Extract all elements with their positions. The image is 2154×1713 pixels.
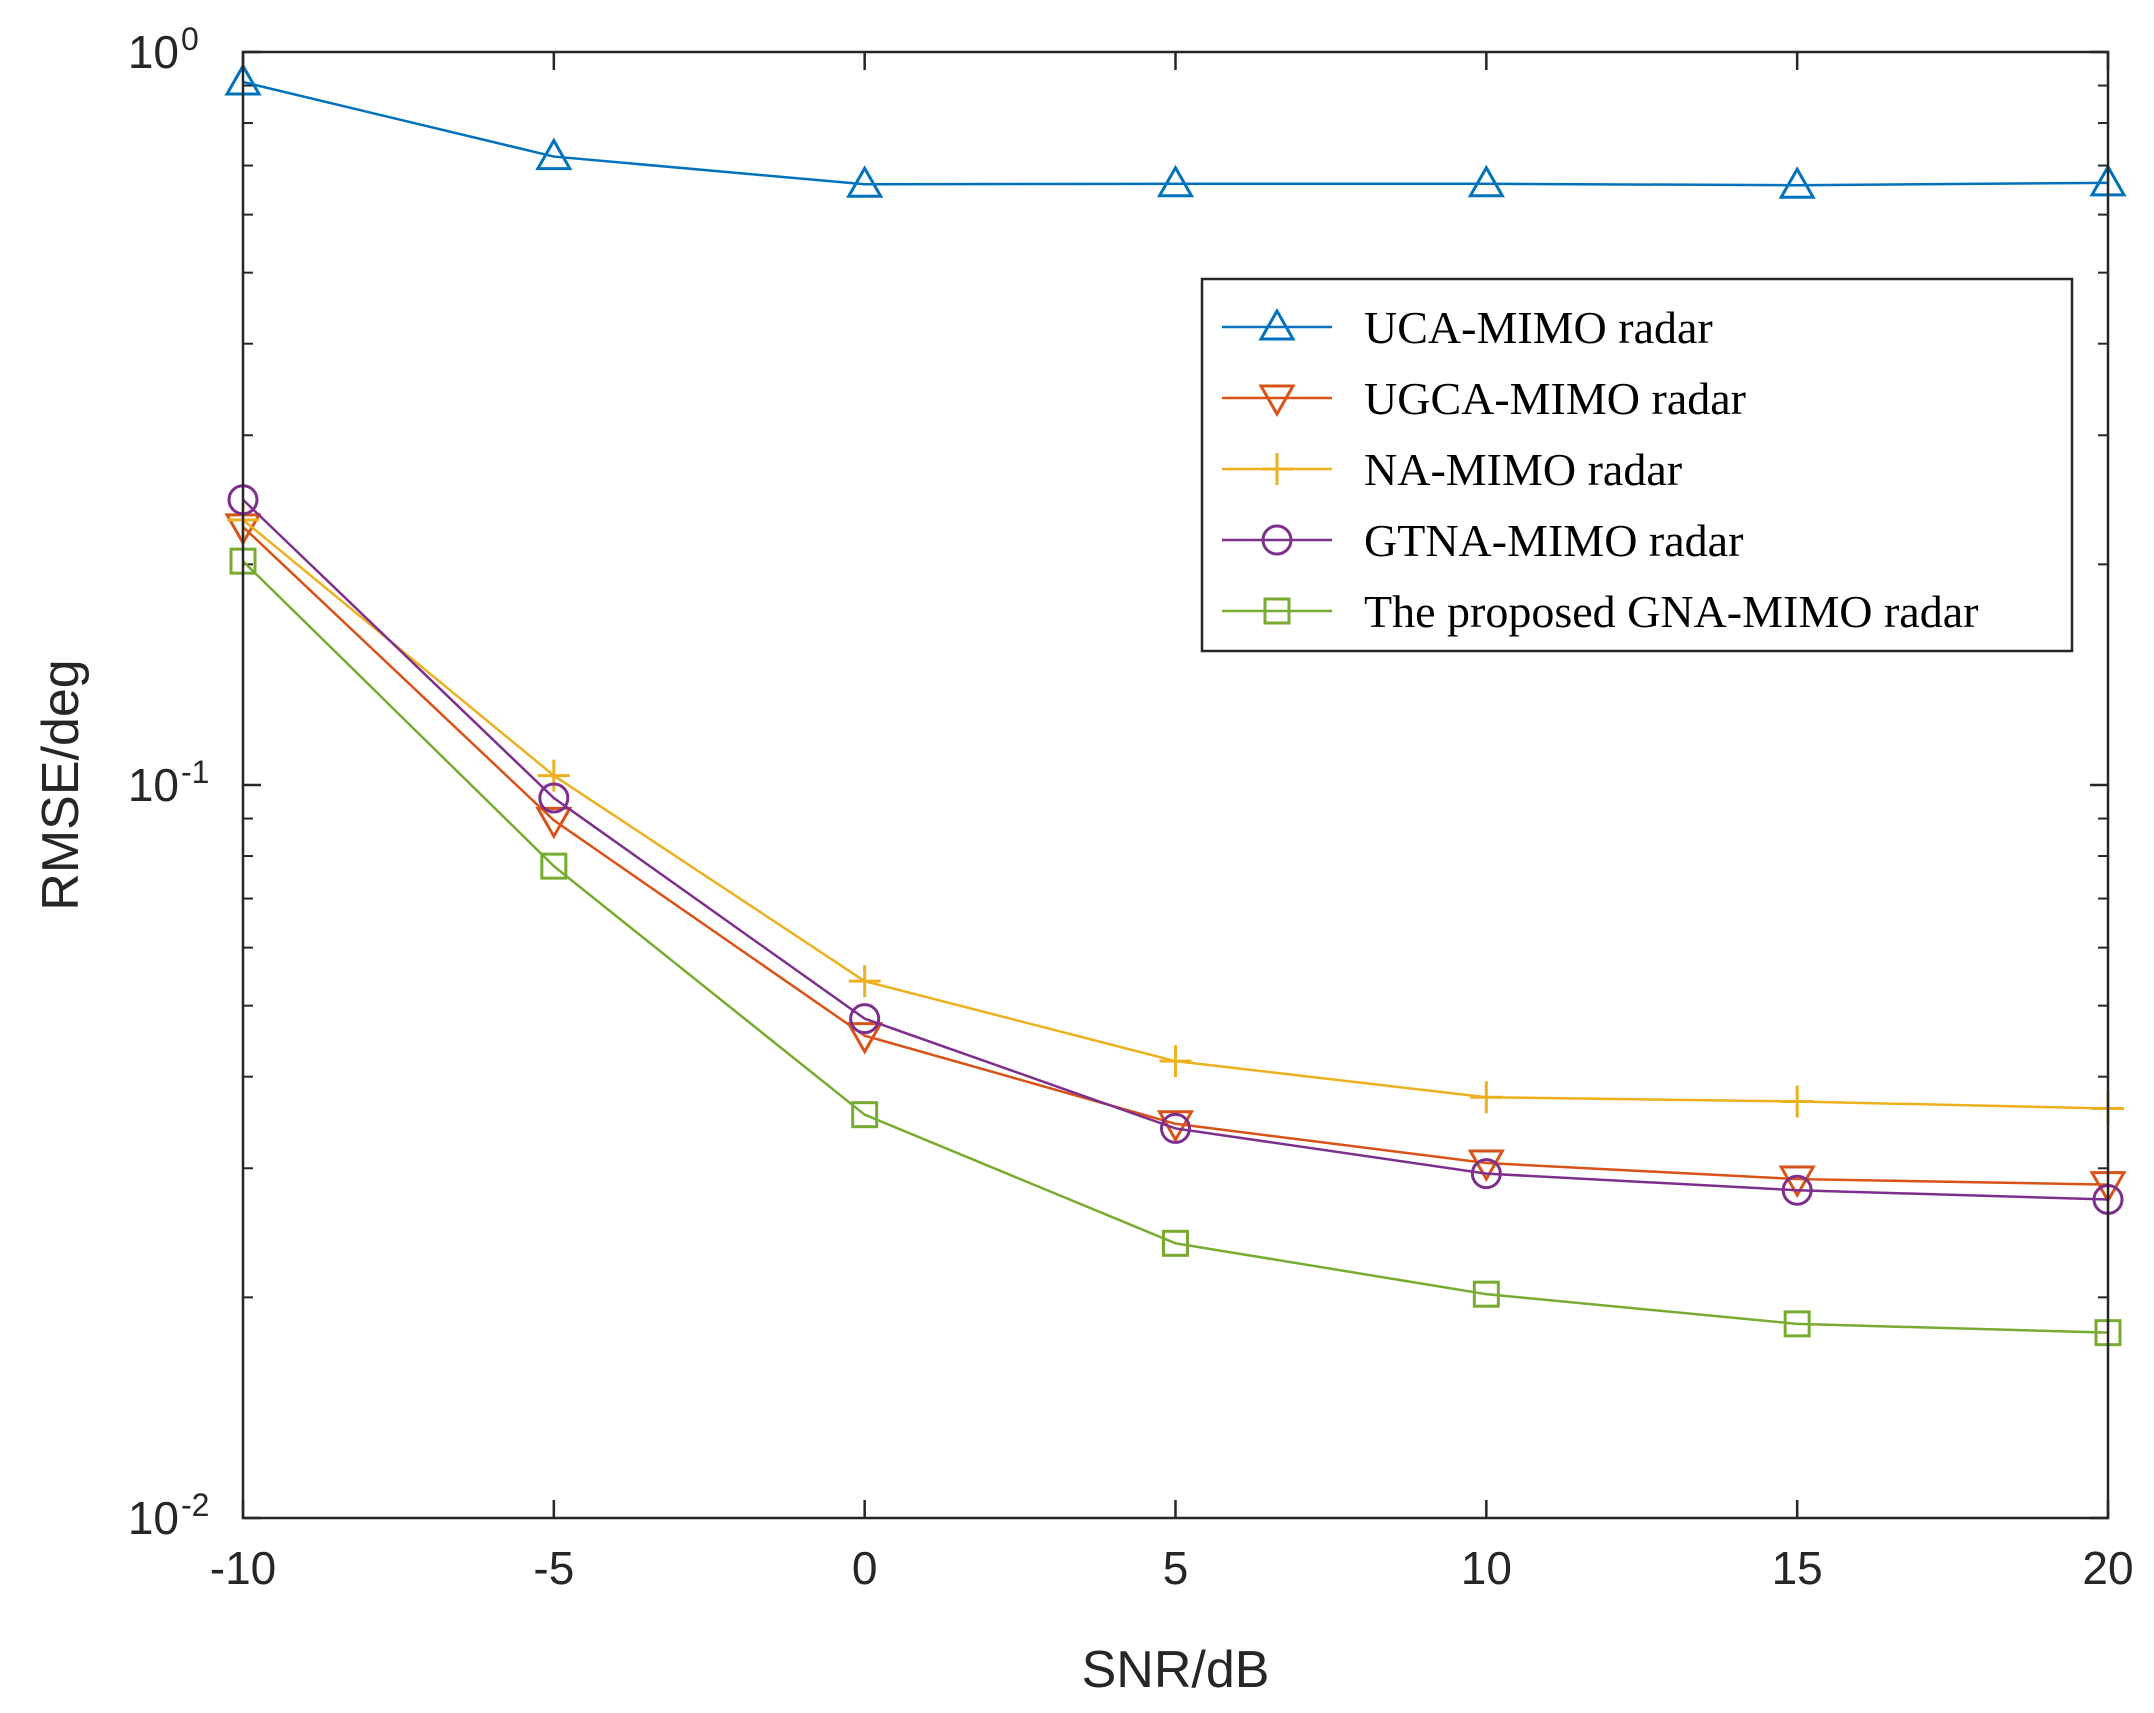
legend-marker (1258, 307, 1296, 341)
legend-item: UCA-MIMO radar (1222, 302, 1713, 353)
data-point (846, 165, 884, 198)
series-line (242, 525, 2109, 1186)
legend-marker (1263, 597, 1291, 625)
y-axis-label: RMSE/deg (32, 659, 90, 910)
x-axis-label: SNR/dB (1082, 1641, 1270, 1699)
data-point (535, 137, 573, 171)
data-point (1472, 1280, 1500, 1308)
x-axis-ticks: -10 -5 0 5 10 15 20 (210, 52, 2134, 1594)
legend-label: UCA-MIMO radar (1364, 302, 1713, 353)
legend-marker (1261, 524, 1293, 556)
series-line (242, 498, 2109, 1201)
y-tick-label: 10 (128, 1492, 179, 1544)
series-line (242, 80, 2109, 187)
data-point (846, 1022, 884, 1055)
data-point (1162, 1229, 1189, 1257)
data-point (1470, 1158, 1502, 1190)
legend-item: UGCA-MIMO radar (1222, 373, 1746, 424)
data-point (851, 1101, 879, 1129)
y-tick-label: 10 (128, 759, 179, 811)
data-point (1783, 1310, 1811, 1338)
legend-label: The proposed GNA-MIMO radar (1364, 586, 1978, 637)
series-0 (224, 62, 2127, 199)
legend: UCA-MIMO radar UGCA-MIMO radar NA-MIMO rad… (1200, 277, 2074, 653)
legend-marker (1261, 453, 1293, 485)
x-tick-label: 10 (1461, 1542, 1512, 1594)
legend-item: NA-MIMO radar (1222, 444, 1682, 495)
legend-label: NA-MIMO radar (1364, 444, 1682, 495)
y-tick-label: 10 (128, 26, 179, 78)
y-tick-exponent: -1 (181, 754, 209, 790)
x-tick-label: 5 (1163, 1542, 1189, 1594)
legend-label: UGCA-MIMO radar (1364, 373, 1746, 424)
legend-box (1200, 277, 2074, 653)
data-point (535, 806, 573, 840)
y-tick-exponent: -2 (181, 1487, 209, 1523)
data-point (537, 759, 570, 792)
legend-label: GTNA-MIMO radar (1364, 515, 1743, 566)
data-point (1156, 164, 1195, 198)
data-point (848, 965, 881, 998)
data-point (1467, 164, 1505, 198)
data-point (1778, 166, 1816, 199)
data-point (1160, 1112, 1191, 1144)
data-point (849, 1003, 881, 1035)
legend-marker (1258, 384, 1296, 418)
data-point (1781, 1174, 1813, 1206)
axes-box (241, 50, 2110, 1520)
data-point (538, 782, 570, 814)
data-point (1778, 1165, 1816, 1199)
x-tick-label: -10 (210, 1542, 276, 1594)
y-tick-base: 10 (128, 26, 179, 78)
x-tick-label: -5 (533, 1542, 574, 1594)
series-line (242, 560, 2109, 1334)
data-point (1467, 1149, 1505, 1183)
data-point (1159, 1045, 1192, 1078)
legend-item: GTNA-MIMO radar (1222, 515, 1743, 566)
data-point (1781, 1085, 1814, 1118)
data-point (1470, 1081, 1503, 1114)
x-tick-label: 0 (852, 1542, 878, 1594)
y-tick-base: 10 (128, 759, 179, 811)
data-point (540, 852, 568, 880)
x-tick-label: 15 (1772, 1542, 1823, 1594)
x-tick-label: 20 (2082, 1542, 2133, 1594)
y-tick-exponent: 0 (181, 21, 199, 57)
legend-item: The proposed GNA-MIMO radar (1222, 586, 1978, 637)
y-tick-base: 10 (128, 1492, 179, 1544)
